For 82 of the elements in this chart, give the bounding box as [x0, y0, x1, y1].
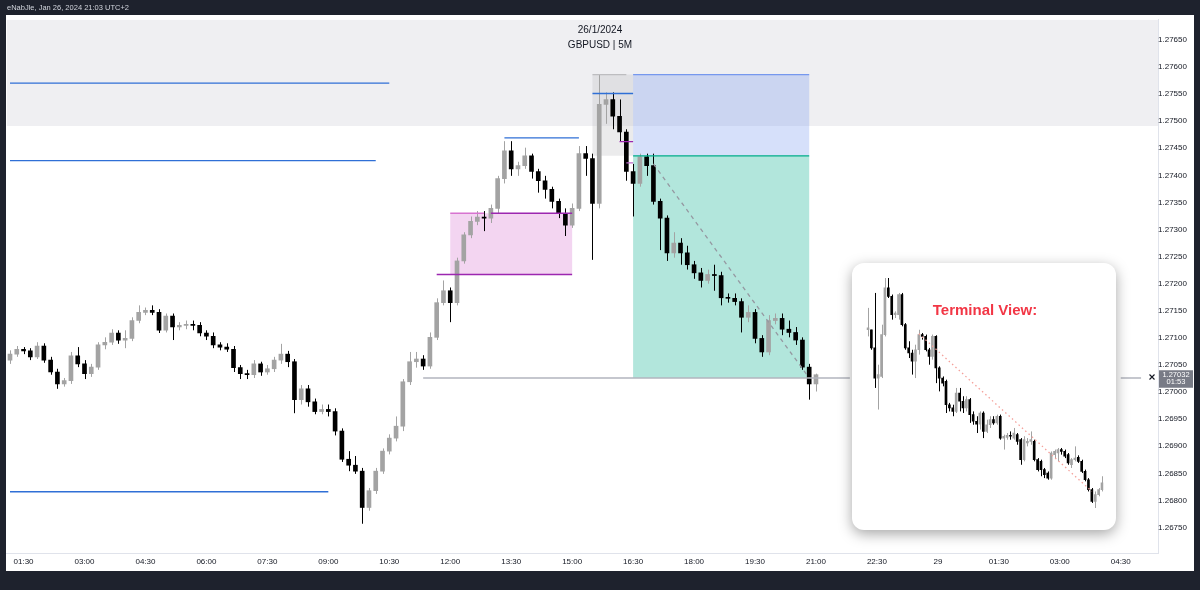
- x-tick-label: 09:00: [318, 557, 339, 566]
- candlestick: [535, 168, 541, 194]
- x-tick-label: 07:30: [257, 557, 278, 566]
- y-tick-label: 1.27200: [1158, 278, 1188, 288]
- y-tick-label: 1.27600: [1158, 62, 1188, 72]
- candlestick: [684, 245, 690, 271]
- y-tick-label: 1.27550: [1158, 89, 1188, 99]
- x-tick-label: 06:00: [196, 557, 217, 566]
- x-tick-label: 18:00: [684, 557, 705, 566]
- candlestick: [657, 198, 663, 251]
- candlestick: [617, 98, 622, 142]
- candlestick: [958, 387, 961, 412]
- candlestick: [468, 216, 473, 239]
- x-tick-label: 21:00: [805, 557, 827, 566]
- candlestick: [508, 140, 514, 177]
- y-tick-label: 1.26950: [1158, 414, 1188, 424]
- candlestick: [671, 231, 677, 259]
- text: 26/1/2024: [577, 23, 623, 35]
- y-tick-label: 1.27400: [1158, 170, 1188, 180]
- x-tick-label: 04:30: [135, 557, 157, 566]
- candlestick: [954, 387, 958, 414]
- candlestick: [610, 91, 616, 130]
- candlestick: [447, 286, 453, 323]
- x-tick-label: 03:00: [1049, 557, 1071, 566]
- candlestick: [739, 297, 744, 333]
- x-tick-label: 01:30: [13, 557, 35, 566]
- candlestick: [170, 312, 175, 341]
- x-tick-label: 22:30: [866, 557, 888, 566]
- candlestick: [1019, 437, 1022, 466]
- x-tick-label: 19:30: [745, 557, 766, 566]
- candlestick: [583, 145, 589, 177]
- y-tick-label: 1.27650: [1158, 35, 1188, 45]
- candlestick: [931, 334, 934, 361]
- candlestick: [549, 186, 555, 209]
- candlestick: [603, 91, 609, 125]
- x-tick-label: 10:30: [379, 557, 400, 566]
- y-tick-label: 1.27250: [1158, 251, 1188, 261]
- x-tick-label: 16:30: [623, 557, 644, 566]
- y-tick-label: 1.26750: [1158, 522, 1188, 532]
- x-tick-label: 13:30: [501, 557, 522, 566]
- candlestick: [298, 384, 304, 406]
- x-tick-label: 29: [933, 557, 943, 566]
- candlestick: [981, 410, 985, 439]
- x-tick-label: 12:00: [440, 557, 461, 566]
- y-tick-label: 1.27150: [1158, 305, 1188, 315]
- y-tick-label: 1.26800: [1158, 495, 1188, 505]
- candlestick: [82, 359, 87, 380]
- candlestick: [373, 467, 379, 495]
- candlestick: [759, 334, 765, 358]
- candlestick: [522, 147, 528, 170]
- y-tick-label: 1.27000: [1158, 387, 1188, 397]
- candlestick: [55, 368, 60, 390]
- candlestick: [380, 447, 385, 475]
- candlestick: [644, 153, 649, 177]
- y-tick-label: 1.27450: [1158, 143, 1188, 153]
- y-tick-label: 1.27100: [1158, 333, 1188, 343]
- candlestick: [806, 363, 812, 401]
- candlestick: [542, 175, 548, 200]
- candlestick: [712, 264, 717, 292]
- text: GBPUSD | 5M: [567, 38, 633, 50]
- candlestick: [678, 237, 683, 266]
- candlestick: [386, 433, 392, 455]
- candlestick: [556, 198, 561, 219]
- candlestick: [231, 345, 236, 373]
- candlestick: [407, 351, 412, 386]
- x-tick-label: 15:00: [562, 557, 583, 566]
- candlestick: [529, 153, 534, 180]
- x-tick-label: 03:00: [74, 557, 96, 566]
- candlestick: [75, 346, 81, 368]
- candlestick: [346, 450, 351, 472]
- y-tick-label: 1.27300: [1158, 224, 1188, 234]
- text: Terminal View:: [932, 301, 1038, 319]
- candlestick: [563, 207, 568, 237]
- y-tick-label: 1.27050: [1158, 360, 1188, 370]
- candlestick: [441, 279, 446, 306]
- y-tick-label: 1.26900: [1158, 441, 1188, 451]
- candlestick: [163, 312, 169, 333]
- y-tick-label: 1.27350: [1158, 197, 1188, 207]
- x-tick-label: 01:30: [988, 557, 1010, 566]
- y-tick-label: 1.27500: [1158, 116, 1188, 126]
- x-tick-label: 04:30: [1110, 557, 1132, 566]
- y-tick-label: 1.26850: [1158, 468, 1188, 478]
